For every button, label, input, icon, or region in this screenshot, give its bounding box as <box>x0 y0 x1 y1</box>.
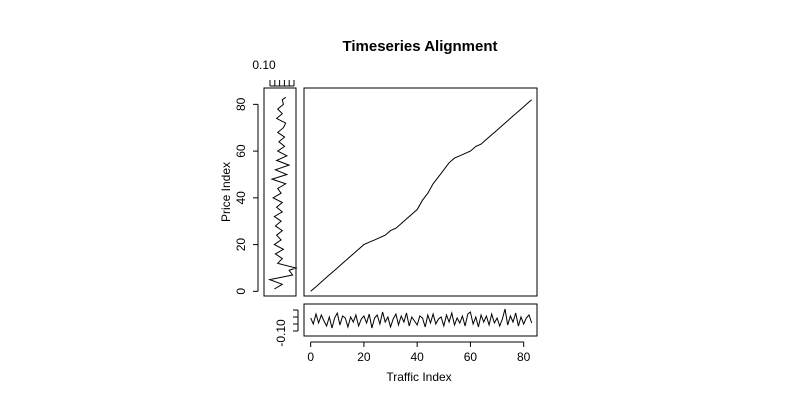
bottom-series-frame <box>303 303 538 337</box>
main-plot-frame <box>303 87 538 297</box>
x-tick-label: 60 <box>464 350 478 364</box>
left-series-panel <box>263 87 298 297</box>
top-margin-ticks <box>269 80 295 87</box>
top-margin-label: 0.10 <box>252 58 276 72</box>
x-axis: 0 20 40 60 80 <box>307 341 531 364</box>
y-tick-label: 60 <box>234 144 248 158</box>
main-plot-panel <box>303 87 538 297</box>
y-tick-label: 80 <box>234 97 248 111</box>
x-tick-label: 40 <box>410 350 424 364</box>
bottom-series-line <box>310 308 533 329</box>
x-tick-label: 20 <box>357 350 371 364</box>
chart-title: Timeseries Alignment <box>342 38 497 55</box>
y-tick-label: 20 <box>234 238 248 252</box>
alignment-path-line <box>310 99 533 292</box>
left-series-frame <box>263 87 297 297</box>
bottom-y-tick-label: -0.10 <box>274 319 288 347</box>
y-tick-label: 40 <box>234 191 248 205</box>
y-tick-label: 0 <box>234 288 248 295</box>
x-tick-label: 80 <box>517 350 531 364</box>
x-axis-label: Traffic Index <box>386 370 451 384</box>
x-tick-label: 0 <box>307 350 314 364</box>
left-series-line <box>267 96 298 290</box>
y-axis-label: Price Index <box>219 162 233 222</box>
bottom-series-y-axis: -0.10 <box>274 309 299 347</box>
y-axis: 0 20 40 60 80 <box>234 97 259 295</box>
bottom-series-panel <box>303 303 538 337</box>
